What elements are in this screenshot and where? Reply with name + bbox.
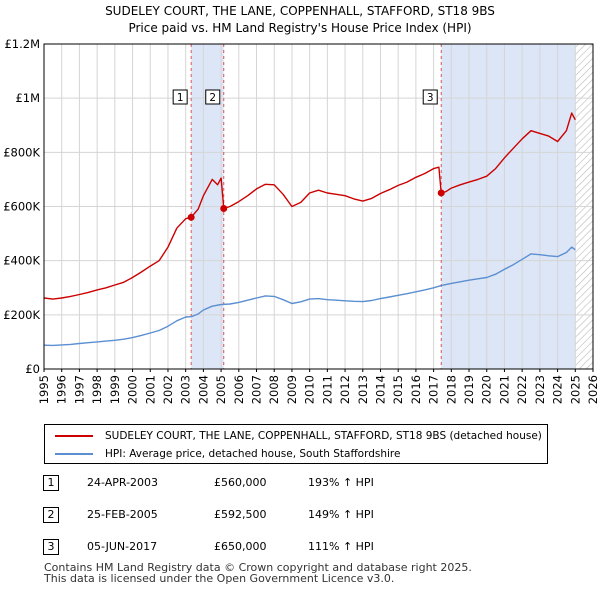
footer-copyright: Contains HM Land Registry data © Crown c… — [44, 561, 472, 574]
transaction-date: 24-APR-2003 — [87, 476, 159, 489]
x-tick-label: 2003 — [179, 375, 193, 404]
x-tick-label: 2022 — [515, 375, 529, 404]
x-tick-label: 2004 — [196, 375, 210, 404]
x-tick-label: 2020 — [480, 375, 494, 404]
x-tick-label: 2012 — [338, 375, 352, 404]
y-tick-label: £800K — [3, 145, 40, 159]
x-tick-label: 1997 — [72, 375, 86, 404]
x-tick-label: 2014 — [373, 375, 387, 404]
x-tick-label: 1998 — [90, 375, 104, 404]
plot-frame — [43, 43, 594, 370]
transaction-number: 1 — [43, 475, 59, 491]
property-price-line — [43, 112, 576, 300]
x-tick-label: 2010 — [303, 375, 317, 404]
transaction-date: 25-FEB-2005 — [87, 508, 158, 521]
sale-number-box — [205, 89, 221, 105]
transaction-price: £560,000 — [214, 476, 267, 489]
x-tick-label: 2023 — [533, 375, 547, 404]
x-tick-label: 2011 — [320, 375, 334, 404]
transaction-row: 2 25-FEB-2005 £592,500 149% ↑ HPI — [0, 507, 600, 525]
transaction-price: £650,000 — [214, 540, 267, 553]
legend: SUDELEY COURT, THE LANE, COPPENHALL, STA… — [44, 424, 548, 464]
hpi-line — [43, 246, 576, 347]
x-tick-label: 2006 — [232, 375, 246, 404]
chart-title: SUDELEY COURT, THE LANE, COPPENHALL, STA… — [105, 4, 495, 18]
y-tick-label: £1M — [15, 91, 40, 105]
x-tick-label: 1995 — [37, 375, 51, 404]
legend-swatch-property — [55, 435, 93, 437]
sale-point — [220, 205, 228, 213]
x-tick-label: 2024 — [551, 375, 565, 404]
transaction-row: 3 05-JUN-2017 £650,000 111% ↑ HPI — [0, 539, 600, 557]
transaction-hpi: 149% ↑ HPI — [308, 508, 374, 521]
x-tick-label: 1999 — [108, 375, 122, 404]
x-tick-label: 2015 — [391, 375, 405, 404]
transaction-date: 05-JUN-2017 — [87, 540, 158, 553]
legend-label-hpi: HPI: Average price, detached house, Sout… — [105, 448, 401, 460]
footer-licence: This data is licensed under the Open Gov… — [44, 572, 395, 585]
transaction-price: £592,500 — [214, 508, 267, 521]
x-tick-label: 2000 — [126, 375, 140, 404]
y-tick-label: £200K — [3, 308, 40, 322]
chart-subtitle: Price paid vs. HM Land Registry's House … — [128, 21, 472, 35]
x-tick-label: 2001 — [143, 375, 157, 404]
transaction-number: 3 — [43, 539, 59, 555]
legend-item-hpi: HPI: Average price, detached house, Sout… — [45, 446, 547, 462]
x-tick-label: 2017 — [427, 375, 441, 404]
legend-swatch-hpi — [55, 453, 93, 455]
x-tick-label: 2025 — [568, 375, 582, 404]
y-tick-label: £600K — [3, 200, 40, 214]
sale-number-label: 1 — [177, 92, 184, 104]
x-tick-label: 2013 — [356, 375, 370, 404]
x-tick-label: 2007 — [250, 375, 264, 404]
x-tick-label: 2008 — [267, 375, 281, 404]
price-chart: 1 2 3 £0 £200K £400K £600K £800K £1M £1.2M 1995 19… — [3, 37, 600, 404]
sale-number-label: 3 — [427, 92, 434, 104]
x-tick-label: 2026 — [586, 375, 600, 404]
y-tick-label: £400K — [3, 254, 40, 268]
x-tick-label: 2016 — [409, 375, 423, 404]
x-tick-label: 2009 — [285, 375, 299, 404]
sale-number-label: 2 — [209, 92, 216, 104]
y-tick-label: £1.2M — [4, 37, 40, 51]
sale-number-box — [422, 89, 438, 105]
transaction-hpi: 111% ↑ HPI — [308, 540, 374, 553]
x-tick-label: 2018 — [444, 375, 458, 404]
x-tick-label: 2002 — [161, 375, 175, 404]
x-tick-label: 2005 — [214, 375, 228, 404]
transaction-number: 2 — [43, 507, 59, 523]
legend-item-property: SUDELEY COURT, THE LANE, COPPENHALL, STA… — [45, 428, 547, 444]
x-tick-label: 2021 — [497, 375, 511, 404]
sale-point — [187, 213, 195, 221]
legend-label-property: SUDELEY COURT, THE LANE, COPPENHALL, STA… — [105, 430, 542, 442]
y-tick-label: £0 — [25, 362, 40, 376]
transaction-row: 1 24-APR-2003 £560,000 193% ↑ HPI — [0, 475, 600, 493]
transaction-hpi: 193% ↑ HPI — [308, 476, 374, 489]
sale-point — [437, 189, 445, 197]
x-tick-label: 2019 — [462, 375, 476, 404]
x-tick-label: 1996 — [55, 375, 69, 404]
sale-number-box — [172, 89, 188, 105]
